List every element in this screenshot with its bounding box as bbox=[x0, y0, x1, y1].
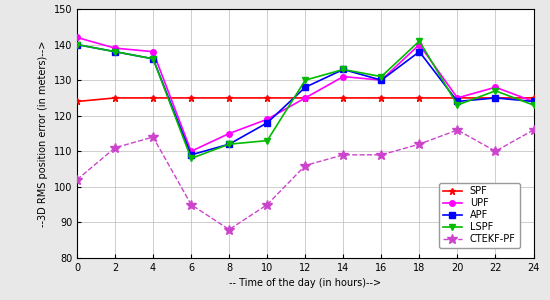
LSPF bbox=[530, 103, 537, 107]
APF bbox=[150, 57, 156, 61]
APF bbox=[340, 68, 346, 71]
LSPF bbox=[74, 43, 80, 46]
SPF bbox=[416, 96, 422, 100]
Line: CTEKF-PF: CTEKF-PF bbox=[72, 125, 538, 234]
UPF bbox=[112, 46, 118, 50]
APF bbox=[74, 43, 80, 46]
UPF bbox=[340, 75, 346, 78]
CTEKF-PF bbox=[74, 178, 80, 181]
UPF bbox=[302, 96, 309, 100]
APF bbox=[378, 78, 384, 82]
SPF bbox=[492, 96, 499, 100]
LSPF bbox=[112, 50, 118, 53]
SPF bbox=[226, 96, 233, 100]
APF bbox=[112, 50, 118, 53]
LSPF bbox=[492, 89, 499, 93]
SPF bbox=[530, 96, 537, 100]
LSPF bbox=[188, 157, 195, 160]
LSPF bbox=[416, 39, 422, 43]
CTEKF-PF bbox=[416, 142, 422, 146]
LSPF bbox=[454, 103, 461, 107]
Line: SPF: SPF bbox=[74, 94, 537, 105]
LSPF bbox=[340, 68, 346, 71]
CTEKF-PF bbox=[150, 135, 156, 139]
APF bbox=[188, 153, 195, 157]
Line: LSPF: LSPF bbox=[74, 38, 536, 161]
SPF bbox=[302, 96, 309, 100]
APF bbox=[226, 142, 233, 146]
APF bbox=[264, 121, 271, 124]
Legend: SPF, UPF, APF, LSPF, CTEKF-PF: SPF, UPF, APF, LSPF, CTEKF-PF bbox=[439, 183, 520, 248]
CTEKF-PF bbox=[264, 203, 271, 206]
SPF bbox=[264, 96, 271, 100]
APF bbox=[492, 96, 499, 100]
UPF bbox=[188, 149, 195, 153]
UPF bbox=[150, 50, 156, 53]
SPF bbox=[112, 96, 118, 100]
SPF bbox=[150, 96, 156, 100]
UPF bbox=[264, 118, 271, 121]
APF bbox=[454, 100, 461, 103]
UPF bbox=[226, 132, 233, 135]
APF bbox=[416, 50, 422, 53]
Line: UPF: UPF bbox=[74, 35, 536, 154]
APF bbox=[302, 85, 309, 89]
CTEKF-PF bbox=[188, 203, 195, 206]
UPF bbox=[454, 96, 461, 100]
CTEKF-PF bbox=[492, 149, 499, 153]
CTEKF-PF bbox=[378, 153, 384, 157]
LSPF bbox=[150, 57, 156, 61]
SPF bbox=[340, 96, 346, 100]
CTEKF-PF bbox=[340, 153, 346, 157]
SPF bbox=[74, 100, 80, 103]
SPF bbox=[188, 96, 195, 100]
CTEKF-PF bbox=[226, 228, 233, 231]
LSPF bbox=[226, 142, 233, 146]
UPF bbox=[416, 43, 422, 46]
LSPF bbox=[264, 139, 271, 142]
UPF bbox=[378, 78, 384, 82]
UPF bbox=[74, 36, 80, 39]
SPF bbox=[454, 96, 461, 100]
CTEKF-PF bbox=[112, 146, 118, 149]
CTEKF-PF bbox=[454, 128, 461, 132]
LSPF bbox=[302, 78, 309, 82]
APF bbox=[530, 100, 537, 103]
UPF bbox=[530, 100, 537, 103]
UPF bbox=[492, 85, 499, 89]
Y-axis label: --3D RMS position error (in meters)-->: --3D RMS position error (in meters)--> bbox=[38, 40, 48, 227]
SPF bbox=[378, 96, 384, 100]
X-axis label: -- Time of the day (in hours)-->: -- Time of the day (in hours)--> bbox=[229, 278, 381, 288]
CTEKF-PF bbox=[530, 128, 537, 132]
Line: APF: APF bbox=[74, 42, 536, 158]
LSPF bbox=[378, 75, 384, 78]
CTEKF-PF bbox=[302, 164, 309, 167]
